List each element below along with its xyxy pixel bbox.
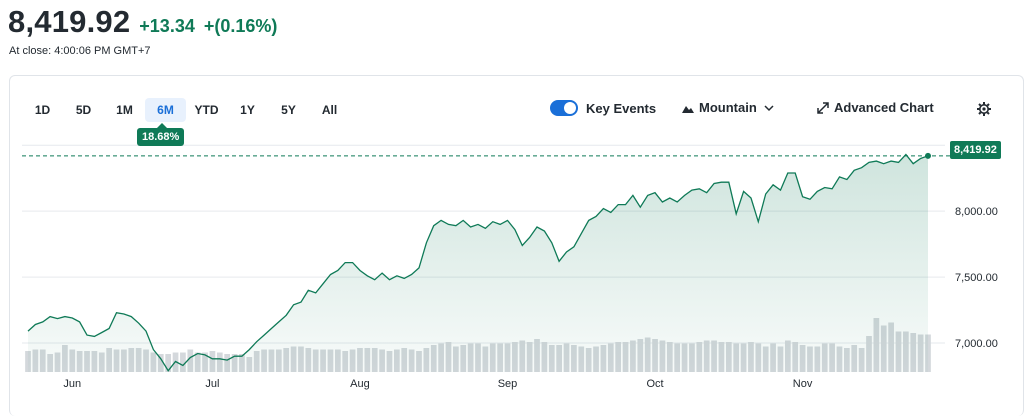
x-tick-label: Nov bbox=[793, 378, 813, 390]
advanced-chart-label: Advanced Chart bbox=[834, 100, 934, 115]
advanced-chart-button[interactable]: Advanced Chart bbox=[817, 100, 934, 115]
range-1y[interactable]: 1Y bbox=[240, 103, 255, 117]
expand-icon bbox=[817, 101, 829, 114]
price: 8,419.92 bbox=[8, 4, 131, 39]
y-tick-label: 8,000.00 bbox=[955, 206, 998, 218]
key-events-toggle[interactable]: Key Events bbox=[550, 100, 656, 116]
range-all[interactable]: All bbox=[321, 103, 338, 117]
key-events-label: Key Events bbox=[586, 100, 657, 116]
last-price-label: 8,419.92 bbox=[950, 141, 1001, 159]
price-line bbox=[27, 153, 929, 372]
price-change-percent: +(0.16%) bbox=[203, 16, 278, 36]
y-tick-label: 7,500.00 bbox=[955, 272, 998, 284]
x-tick-label: Jun bbox=[63, 378, 81, 390]
toggle-icon[interactable] bbox=[550, 100, 578, 116]
gear-icon bbox=[977, 102, 991, 116]
price-area bbox=[28, 154, 928, 372]
x-tick-label: Jul bbox=[205, 378, 219, 390]
chart-type-dropdown[interactable]: Mountain bbox=[682, 100, 774, 115]
range-1d[interactable]: 1D bbox=[34, 103, 51, 117]
x-tick-label: Sep bbox=[498, 378, 518, 390]
range-6m[interactable]: 6M bbox=[145, 98, 186, 122]
last-price-dot bbox=[925, 152, 931, 159]
y-tick-label: 7,000.00 bbox=[955, 338, 998, 350]
chevron-down-icon bbox=[764, 104, 774, 111]
x-tick-label: Aug bbox=[350, 378, 370, 390]
range-ytd[interactable]: YTD bbox=[194, 103, 219, 117]
price-change: +13.34 bbox=[139, 16, 195, 36]
range-selector: 1D 5D 1M 6M YTD 1Y 5Y All bbox=[22, 98, 350, 122]
settings-button[interactable] bbox=[977, 102, 991, 116]
chart-type-label: Mountain bbox=[699, 100, 757, 115]
quote-header: 8,419.92 +13.34 +(0.16%) bbox=[8, 4, 277, 40]
volume-bar bbox=[180, 352, 186, 372]
mountain-icon bbox=[682, 105, 694, 113]
range-1m[interactable]: 1M bbox=[116, 103, 133, 117]
volume-bar bbox=[165, 354, 172, 372]
performance-badge: 18.68% bbox=[137, 123, 185, 146]
chart: 7,000.007,500.008,000.008,500.00 JunJulA… bbox=[22, 140, 998, 390]
x-tick-label: Oct bbox=[646, 378, 663, 390]
range-5d[interactable]: 5D bbox=[75, 103, 92, 117]
range-5y[interactable]: 5Y bbox=[281, 103, 296, 117]
x-axis-ticks: Jun Jul Aug Sep Oct Nov bbox=[63, 378, 812, 390]
close-time: At close: 4:00:06 PM GMT+7 bbox=[9, 45, 151, 57]
